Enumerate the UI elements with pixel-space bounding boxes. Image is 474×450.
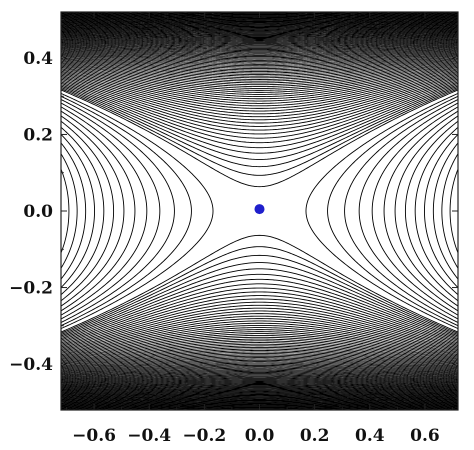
- contour-line-47: [61, 35, 458, 387]
- contour-line-72: [61, 15, 458, 407]
- contour-line-37: [61, 45, 458, 377]
- contour-line-40: [61, 42, 458, 380]
- contour-line-27: [61, 55, 458, 367]
- contour-line-1: [61, 89, 458, 333]
- y-tick-label: 0.2: [23, 125, 53, 145]
- contour-line-75: [61, 13, 458, 409]
- contour-line-8: [61, 79, 458, 343]
- contour-line-69: [61, 17, 458, 405]
- contour-line-73: [61, 14, 458, 408]
- y-tick-label: 0.0: [23, 202, 53, 222]
- contour-lines: [61, 12, 458, 410]
- x-tick-label: 0.4: [355, 426, 385, 446]
- contour-line-33: [61, 49, 458, 373]
- contour-line-65: [61, 20, 458, 402]
- contour-line-61: [61, 23, 458, 399]
- contour-line-18: [61, 66, 458, 356]
- contour-line-38: [61, 44, 458, 378]
- contour-line-57: [61, 27, 458, 395]
- contour-line-10: [61, 77, 458, 345]
- contour-line-28: [61, 54, 458, 368]
- contour-line-16: [61, 69, 458, 353]
- y-tick-label: 0.4: [23, 49, 53, 69]
- contour-line-68: [61, 18, 458, 404]
- contour-line-31: [61, 51, 458, 371]
- contour-line-20: [61, 64, 458, 358]
- contour-line-101: [61, 110, 458, 312]
- contour-line-48: [61, 34, 458, 388]
- contour-line-51: [61, 32, 458, 390]
- contour-line-58: [61, 26, 458, 396]
- contour-line-46: [61, 36, 458, 386]
- contour-line-30: [61, 52, 458, 370]
- contour-line-106: [61, 142, 458, 280]
- contour-line-97: [61, 95, 458, 327]
- contour-line-34: [61, 48, 458, 374]
- contour-line-53: [61, 30, 458, 392]
- contour-line-13: [61, 73, 458, 349]
- contour-line-71: [61, 16, 458, 406]
- y-tick-label: −0.2: [9, 279, 53, 299]
- x-tick-label: 0.2: [300, 426, 330, 446]
- contour-line-11: [61, 75, 458, 347]
- contour-line-64: [61, 21, 458, 401]
- x-tick-label: −0.2: [182, 426, 226, 446]
- contour-line-41: [61, 41, 458, 381]
- contour-line-15: [61, 70, 458, 352]
- x-tick-label: 0.6: [410, 426, 440, 446]
- contour-line-42: [61, 40, 458, 382]
- contour-line-14: [61, 71, 458, 351]
- axis-ticks: [61, 12, 458, 410]
- contour-line-29: [61, 53, 458, 369]
- contour-line-56: [61, 27, 458, 395]
- contour-line-96: [61, 92, 458, 330]
- contour-line-19: [61, 65, 458, 357]
- contour-line-60: [61, 24, 458, 398]
- contour-line-35: [61, 47, 458, 375]
- contour-line-3: [61, 86, 458, 336]
- contour-line-102: [61, 115, 458, 307]
- contour-line-50: [61, 32, 458, 390]
- contour-line-32: [61, 50, 458, 372]
- contour-line-43: [61, 39, 458, 383]
- y-tick-label: −0.4: [9, 355, 53, 375]
- contour-line-12: [61, 74, 458, 348]
- contour-line-24: [61, 59, 458, 363]
- x-tick-label: −0.6: [72, 426, 116, 446]
- contour-line-21: [61, 62, 458, 360]
- x-tick-label: −0.4: [127, 426, 171, 446]
- saddle-point-marker: [254, 204, 265, 215]
- contour-line-54: [61, 29, 458, 393]
- axis-tick-labels: −0.6 −0.4 −0.2 0.0 0.2 0.4 0.6 −0.4 −0.2 0.0 0.2 0.…: [9, 49, 440, 446]
- contour-line-44: [61, 38, 458, 384]
- contour-line-104: [61, 126, 458, 296]
- contour-line-5: [61, 84, 458, 338]
- contour-line-23: [61, 60, 458, 362]
- x-tick-label: 0.0: [245, 426, 275, 446]
- contour-line-17: [61, 67, 458, 355]
- contour-line-49: [61, 33, 458, 389]
- contour-line-45: [61, 37, 458, 385]
- contour-line-52: [61, 31, 458, 391]
- contour-line-62: [61, 22, 458, 400]
- contour-line-55: [61, 28, 458, 394]
- contour-line-25: [61, 58, 458, 364]
- contour-line-105: [61, 133, 458, 289]
- contour-line-59: [61, 25, 458, 397]
- contour-line-9: [61, 78, 458, 344]
- contour-line-7: [61, 81, 458, 341]
- contour-line-36: [61, 46, 458, 376]
- contour-line-99: [61, 102, 458, 320]
- contour-line-66: [61, 19, 458, 403]
- contour-line-103: [61, 120, 458, 302]
- contour-line-74: [61, 13, 458, 409]
- contour-line-76: [61, 12, 458, 410]
